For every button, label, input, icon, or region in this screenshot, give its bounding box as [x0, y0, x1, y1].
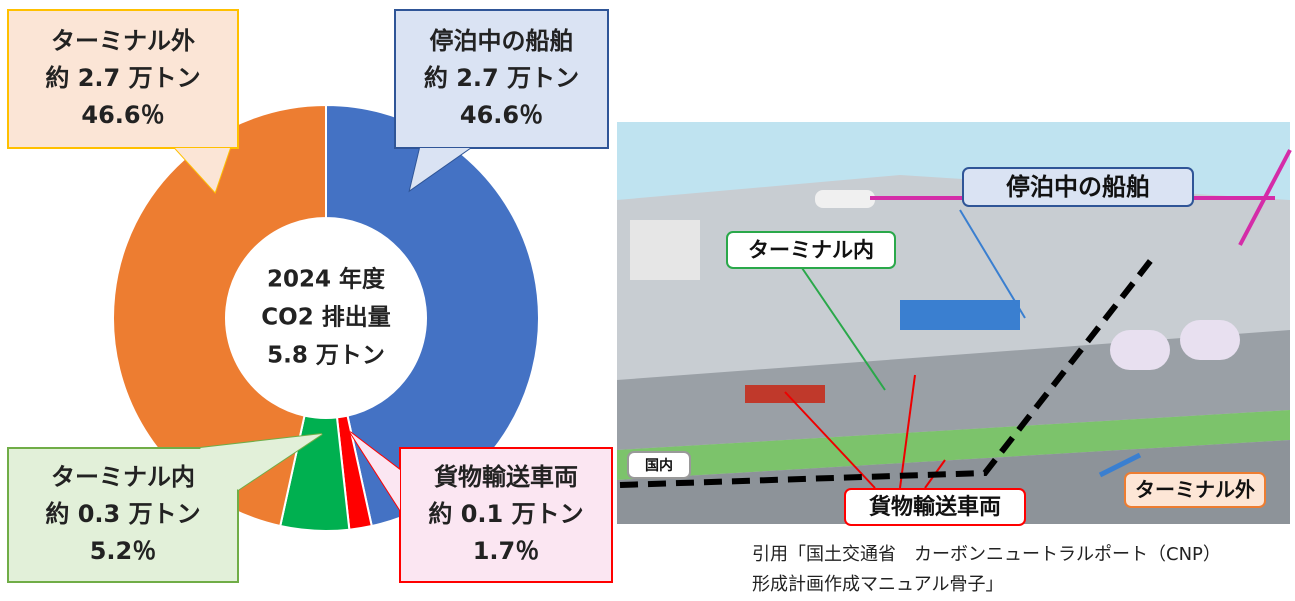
tank: [1180, 320, 1240, 360]
category-label: ターミナル外: [51, 27, 195, 55]
illustration-label: ターミナル内: [748, 238, 874, 262]
category-label: 貨物輸送車両: [434, 463, 578, 491]
amount-label: 約 0.3 万トン: [45, 500, 200, 528]
ship: [815, 190, 875, 208]
center-text: 5.8 万トン: [267, 343, 385, 369]
center-text: CO2 排出量: [261, 305, 390, 331]
citation: 引用「国土交通省 カーボンニュートラルポート（CNP）: [752, 544, 1221, 565]
citation: 形成計画作成マニュアル骨子」: [752, 574, 1003, 595]
truck: [745, 385, 825, 403]
amount-label: 約 2.7 万トン: [45, 64, 200, 92]
illustration-label: ターミナル外: [1135, 478, 1255, 502]
illustration-label: 貨物輸送車両: [869, 494, 1001, 520]
value-label: 1.7％: [473, 537, 540, 565]
center-text: 2024 年度: [267, 266, 386, 293]
category-label: 停泊中の船舶: [430, 27, 574, 55]
containers: [900, 300, 1020, 330]
page: 停泊中の船舶ターミナル内貨物輸送車両ターミナル外国内 2024 年度CO2 排出…: [0, 0, 1295, 601]
amount-label: 約 2.7 万トン: [424, 64, 579, 92]
illustration-label: 停泊中の船舶: [1006, 173, 1150, 201]
illustration-label: 国内: [645, 457, 673, 474]
factory: [630, 220, 700, 280]
tank: [1110, 330, 1170, 370]
value-label: 46.6％: [460, 101, 543, 129]
value-label: 46.6％: [81, 101, 164, 129]
value-label: 5.2％: [90, 537, 157, 565]
amount-label: 約 0.1 万トン: [428, 500, 583, 528]
category-label: ターミナル内: [51, 463, 195, 491]
